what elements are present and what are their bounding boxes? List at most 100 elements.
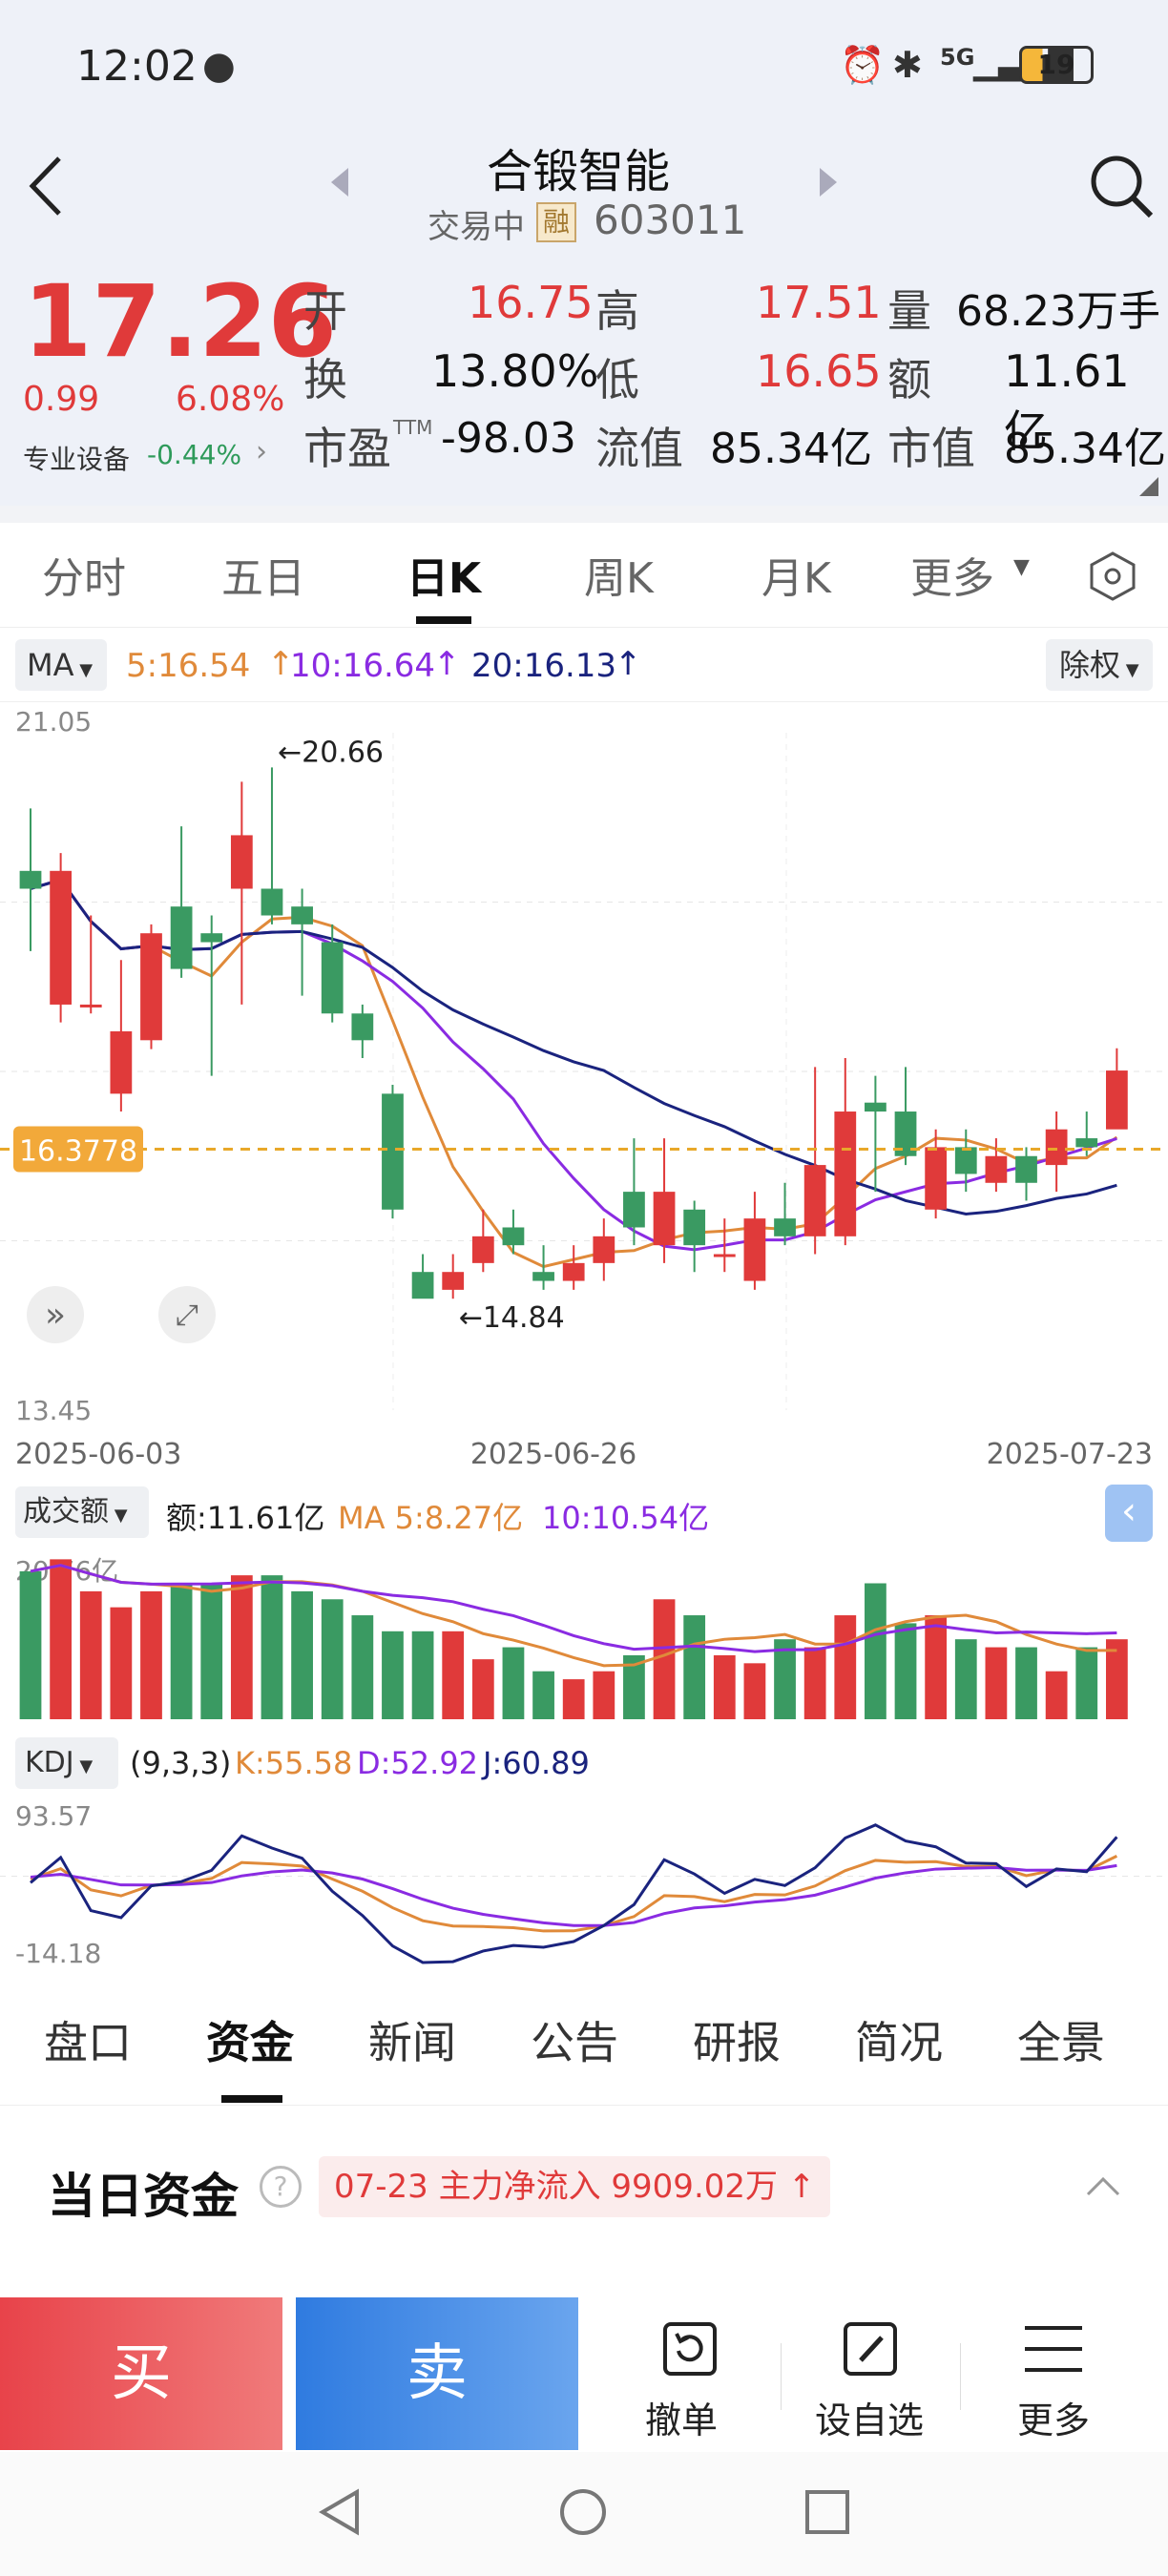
ma10-line [30,878,1117,1252]
tab-capital[interactable]: 资金 [206,2017,294,2068]
settings-hexagon-icon[interactable] [1086,550,1139,603]
tab-profile[interactable]: 简况 [855,2017,943,2068]
sector-change[interactable]: -0.44% [147,439,242,470]
stock-code: 603011 [594,197,747,243]
candle-body [865,1102,886,1112]
open-value: 16.75 [468,277,594,328]
tab-research[interactable]: 研报 [693,2017,781,2068]
volume-bar [261,1575,283,1719]
volume-bar [865,1583,886,1719]
candlestick-chart[interactable]: 21.05 13.45 ←20.66 ←14.84 16.3778 » ⤢ 2025-06-0… [0,704,1168,1467]
fullscreen-icon: ⤢ [176,1298,198,1332]
nav-back-icon[interactable] [315,2486,366,2538]
volume-bar [954,1639,977,1719]
volume-bar [562,1679,585,1719]
volume-bar [834,1615,857,1719]
candle-body [803,1165,826,1236]
buy-button[interactable]: 买 [0,2297,282,2450]
low-price-marker: ←14.84 [459,1301,565,1335]
candle-body [351,1013,374,1041]
tab-announcements[interactable]: 公告 [531,2017,618,2068]
volume-bar [79,1590,102,1719]
fullscreen-button [158,1286,216,1343]
back-arrow-icon[interactable] [23,153,71,219]
nav-recent-icon[interactable] [803,2488,851,2536]
tab-weekly-k[interactable]: 周K [584,554,654,603]
collapse-panel-button[interactable]: ‹ [1105,1485,1153,1542]
x-axis-label-start: 2025-06-03 [15,1438,181,1467]
kdj-chart: 93.57 -14.18 [0,1800,1168,1969]
pe-value: -98.03 [441,414,576,463]
stock-name: 合锻智能 [487,145,671,198]
add-watchlist-button[interactable]: 设自选 [786,2297,949,2450]
margin-badge: 融 [536,202,576,242]
volume-ma10-line [30,1564,1117,1653]
help-icon[interactable]: ? [260,2166,302,2208]
crosshair-label-box [13,1126,143,1173]
action-bar: 撤单 设自选 更多 [578,2297,1168,2450]
cancel-order-button[interactable]: 撤单 [616,2297,760,2450]
tab-news[interactable]: 新闻 [368,2017,456,2068]
candle-body [743,1218,766,1281]
volume-bar [894,1623,917,1719]
volume-bar [683,1615,706,1719]
stock-header: 合锻智能 交易中 融 603011 [0,134,1168,277]
nav-home-icon[interactable] [557,2486,609,2538]
high-value: 17.51 [756,277,882,328]
volume-label: 量 [887,285,931,337]
volume-bar [19,1570,42,1719]
high-price-marker: ←20.66 [278,736,384,769]
ma5-value: 5:16.54 [126,647,251,685]
candle-body [925,1147,948,1210]
volume-bar [985,1647,1008,1719]
amount-value: 11.61亿 [1004,345,1130,457]
prev-stock-icon[interactable] [329,166,352,198]
chevron-up-icon[interactable] [1084,2173,1122,2198]
volume-bar [382,1631,404,1719]
next-stock-icon[interactable] [816,166,839,198]
volume-bar [713,1654,736,1719]
candle-body [834,1111,857,1236]
tab-monthly-k[interactable]: 月K [761,554,831,603]
volume-ma5: MA 5:8.27亿 [338,1500,524,1536]
tab-more[interactable]: 更多 [910,554,994,603]
divider [781,2343,782,2410]
tab-five-day[interactable]: 五日 [221,554,305,603]
candle-body [954,1147,977,1174]
tab-order-book[interactable]: 盘口 [44,2017,132,2068]
main-flow-text: 07-23 主力净流入 9909.02万 [334,2168,779,2206]
tab-overview[interactable]: 全景 [1017,2017,1105,2068]
caret-down-icon: ▼ [1013,555,1030,579]
kdj-selector[interactable]: KDJ ▼ [15,1737,118,1789]
status-time: 12:02 [76,42,198,91]
expand-corner-icon[interactable] [1139,477,1158,496]
amount-label: 额 [887,354,931,405]
ma-selector[interactable]: MA ▼ [15,639,107,691]
sector-name[interactable]: 专业设备 [23,444,131,475]
tab-intraday[interactable]: 分时 [42,554,126,603]
candle-body [79,1004,102,1008]
adjust-selector[interactable]: 除权 ▼ [1046,639,1153,691]
menu-icon [1025,2326,1082,2372]
kdj-header: KDJ ▼ (9,3,3) K:55.58 D:52.92 J:60.89 [0,1732,1168,1795]
chevron-right-icon[interactable]: › [256,435,267,468]
section-divider [0,506,1168,523]
turnover-label: 换 [303,354,347,405]
candle-body [1075,1138,1098,1148]
volume-bar [200,1583,223,1719]
sell-button[interactable]: 卖 [296,2297,578,2450]
kdj-d-line [30,1863,1117,1927]
search-icon[interactable] [1088,153,1155,219]
tab-daily-k[interactable]: 日K [407,554,482,603]
active-tab-indicator [416,616,471,624]
ma20-value: 20:16.13 [471,647,617,685]
volume-bar [170,1583,193,1719]
volume-bar [803,1647,826,1719]
divider [0,2105,1168,2106]
fund-title: 当日资金 [48,2169,239,2224]
active-tab-indicator [221,2095,282,2103]
candle-body [110,1030,133,1094]
more-actions-button[interactable]: 更多 [979,2297,1122,2450]
candle-body [985,1155,1008,1183]
volume-selector[interactable]: 成交额 ▼ [15,1486,149,1538]
